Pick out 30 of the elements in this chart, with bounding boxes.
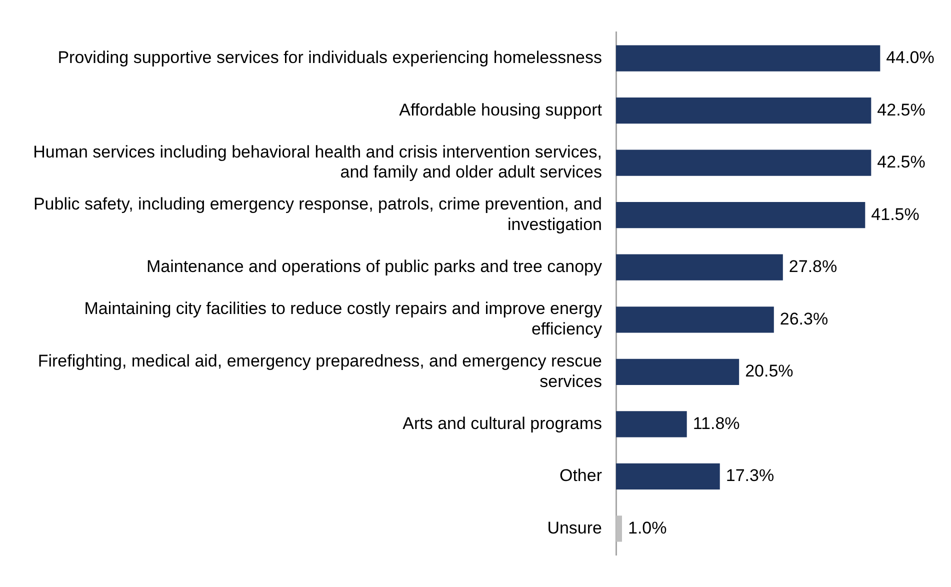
bar: [616, 411, 687, 438]
data-label: 27.8%: [788, 257, 838, 276]
bar: [616, 98, 872, 124]
data-label: 42.5%: [877, 100, 926, 120]
y-tick-label: Maintaining city facilities to reduce costly repairs and improve energy efficiency: [84, 299, 602, 339]
data-label: 44.0%: [886, 48, 934, 68]
data-label: 41.5%: [871, 204, 920, 224]
bar: [616, 463, 720, 490]
y-tick-label: Public safety, including emergency response, patrols, crime prevention, and investigation: [33, 194, 602, 234]
bar: [616, 45, 880, 72]
data-label: 17.3%: [726, 466, 774, 486]
y-tick-label: Unsure: [547, 518, 602, 538]
bar: [616, 202, 866, 228]
data-label: 26.3%: [780, 309, 828, 328]
bar: [616, 254, 783, 280]
bar: [616, 358, 740, 385]
bar: [616, 516, 622, 542]
y-tick-label: Providing supportive services for individuals experiencing homelessness: [58, 48, 602, 68]
data-label: 1.0%: [628, 518, 667, 538]
y-tick-label: Arts and cultural programs: [402, 414, 602, 433]
bar: [616, 150, 872, 176]
y-tick-label: Firefighting, medical aid, emergency preparedness, and emergency rescue services: [38, 351, 602, 391]
y-tick-label: Human services including behavioral health and crisis intervention services, and family and older adult services: [33, 142, 602, 182]
bar: [616, 306, 774, 333]
data-label: 20.5%: [745, 362, 794, 381]
y-tick-label: Other: [559, 466, 602, 486]
y-tick-label: Maintenance and operations of public parks and tree canopy: [146, 257, 602, 276]
y-tick-label: Affordable housing support: [399, 100, 602, 120]
data-label: 11.8%: [692, 414, 740, 433]
data-label: 42.5%: [877, 152, 926, 172]
